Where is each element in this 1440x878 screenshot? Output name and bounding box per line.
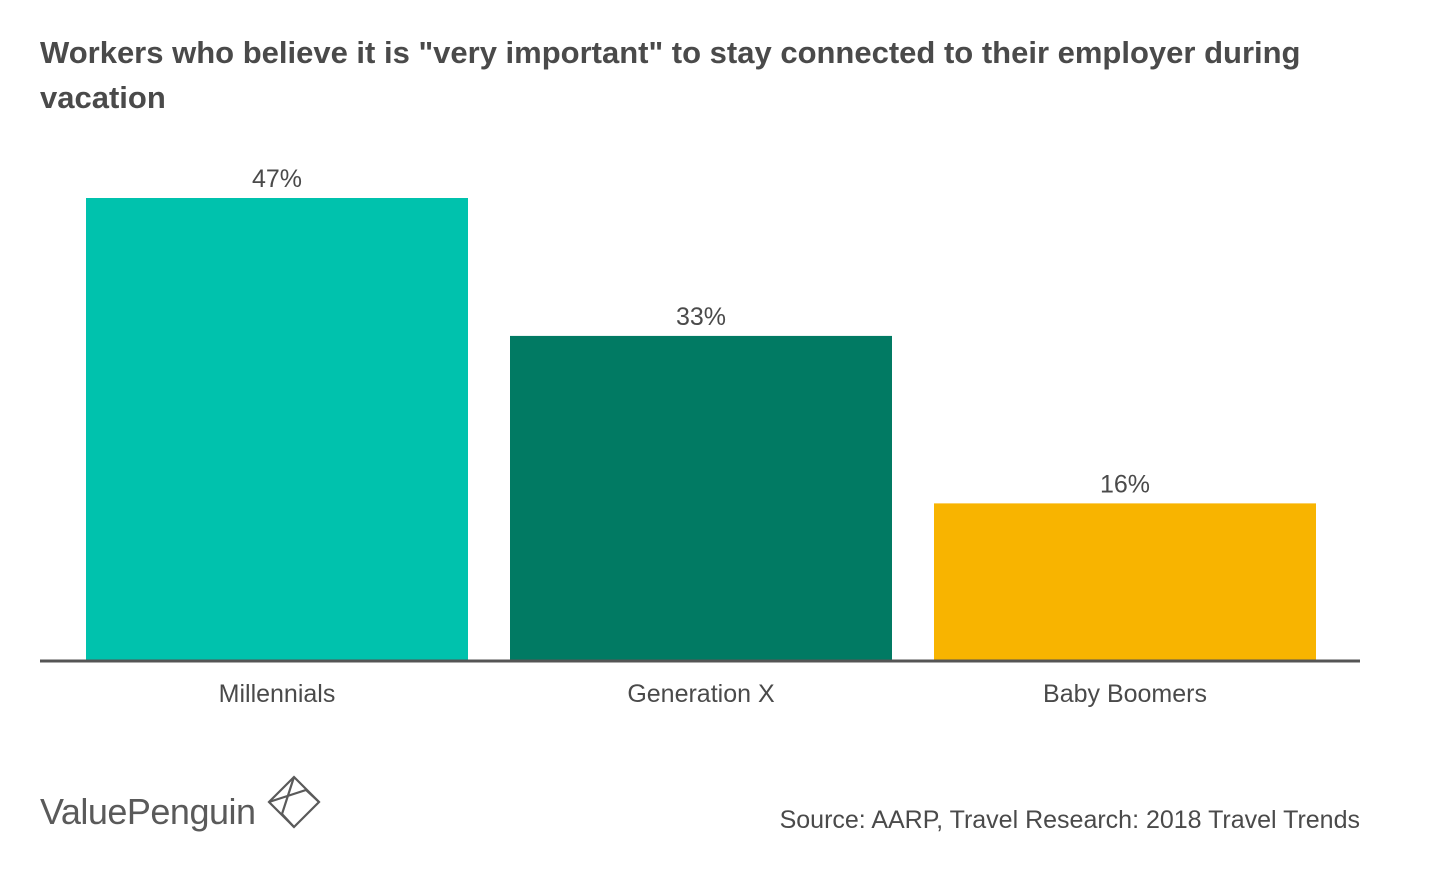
data-label: 33%: [676, 303, 726, 331]
data-label: 47%: [252, 165, 302, 193]
category-label: Baby Boomers: [1043, 680, 1207, 708]
brand-logo: ValuePenguin: [40, 775, 322, 840]
bar-millennials: [86, 198, 468, 661]
category-label: Generation X: [627, 680, 775, 708]
category-label: Millennials: [219, 680, 336, 708]
valuepenguin-diamond-icon: [266, 775, 321, 829]
bars-layer: [86, 198, 1316, 661]
source-note: Source: AARP, Travel Research: 2018 Trav…: [779, 806, 1360, 834]
chart-title: Workers who believe it is "very importan…: [40, 35, 1301, 115]
brand-logo-text: ValuePenguin: [40, 791, 256, 832]
bar-baby-boomers: [934, 503, 1316, 661]
data-label: 16%: [1100, 470, 1150, 498]
bar-generation-x: [510, 335, 892, 661]
labels-layer: 47% Millennials 33% Generation X 16% Baby Boo…: [219, 165, 1207, 708]
